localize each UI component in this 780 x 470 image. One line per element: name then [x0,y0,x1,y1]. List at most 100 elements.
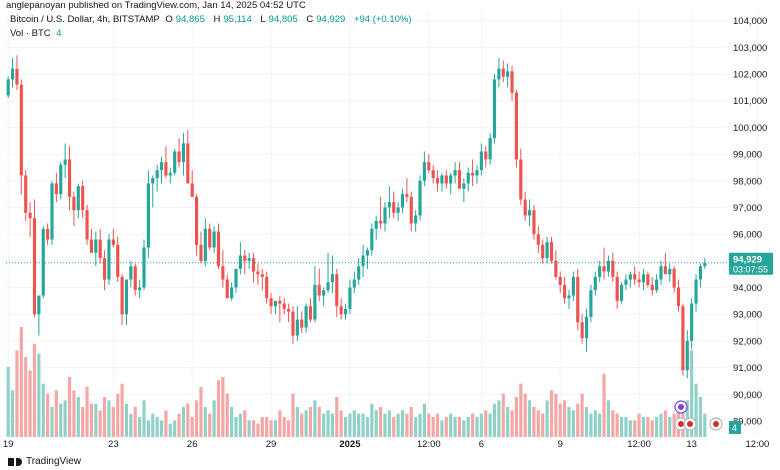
last-price-label: 94,929 [733,254,762,265]
candle-body [155,170,159,179]
volume-bar [203,407,207,437]
volume-bar [54,390,58,437]
candle-body [330,274,334,283]
candle-body [238,255,242,269]
candle-body [558,276,562,285]
symbol-label[interactable]: Bitcoin / U.S. Dollar, 4h, BITSTAMP [10,14,160,25]
candle-body [431,170,435,179]
footer-brand[interactable]: TradingView [26,456,82,467]
candle-body [37,295,41,315]
volume-bar [453,417,457,437]
candle-body [580,322,584,339]
volume-bar [440,420,444,437]
volume-bar [449,413,453,437]
time-tick-label: 12:00 [745,439,769,450]
volume-bar [343,417,348,437]
volume-bar [142,400,146,437]
candle-body [383,207,387,224]
candle-body [659,266,663,280]
volume-bar [414,417,418,437]
candle-body [85,210,89,240]
price-tick-label: 91,000 [733,363,762,374]
time-tick-label: 26 [187,439,198,450]
volume-bar [584,407,589,437]
volume-bar [339,410,343,437]
price-tick-label: 101,000 [733,96,767,107]
footer: TradingView [8,456,81,467]
volume-bar [221,377,225,437]
candle-body [484,151,488,160]
candle-body [133,266,137,291]
volume-bar [357,413,361,437]
volume-bar [63,400,67,437]
candle-body [593,276,597,291]
event-flag-icon [678,421,684,427]
candle-body [519,159,523,200]
volume-bar [269,420,273,437]
volume-bar [159,420,164,437]
price-tick-label: 98,000 [733,176,762,187]
candle-body [418,180,422,216]
candle-body [265,276,269,299]
candle-body [256,271,260,275]
candle-body [365,250,370,256]
candle-body [181,143,186,163]
candle-body [41,228,45,296]
candle-body [637,279,641,283]
candle-body [650,284,654,291]
candle-body [269,298,273,307]
candle-body [379,220,383,224]
volume-bar [462,420,466,437]
candle-body [541,244,545,259]
candle-body [619,284,624,301]
candle-body [567,295,571,299]
volume-bar [589,413,593,437]
volume-bar [348,413,352,437]
candle-body [492,79,497,139]
volume-bar [107,400,111,437]
candle-body [168,172,172,176]
candle-body [190,183,194,197]
time-tick-label: 9 [558,439,563,450]
volume-bar [260,417,264,437]
volume-bar [313,400,317,437]
volume-bar [365,417,370,437]
volume-bar [304,410,308,437]
price-tick-label: 92,000 [733,336,762,347]
candle-body [59,164,63,195]
volume-bar [523,393,527,437]
volume-bar [173,420,177,437]
candle-body [247,258,251,261]
candle-body [641,274,646,283]
candle-body [527,210,532,216]
candle-body [317,284,321,296]
volume-bar [164,410,168,437]
last-price-tag [729,252,773,275]
volume-bar [98,410,102,437]
volume-bar [168,423,172,437]
candle-body [457,170,462,189]
price-tick-label: 97,000 [733,203,762,214]
candle-body [230,287,234,299]
candle-body [6,79,10,96]
candle-body [506,71,510,77]
candle-body [313,284,317,320]
candle-body [352,279,356,288]
candle-body [28,212,32,219]
volume-bar [111,407,115,437]
candle-body [523,199,527,216]
volume-label[interactable]: Vol · BTC [10,28,51,39]
volume-bar [650,420,654,437]
volume-bar [129,413,133,437]
candle-body [563,284,567,299]
candle-body [409,196,413,224]
volume-bar [94,403,98,437]
volume-bar [238,413,242,437]
volume-bar [405,413,409,437]
volume-bar [273,420,278,437]
candle-body [234,268,238,288]
candle-body [624,279,628,285]
volume-bar [637,413,641,437]
volume-bar [510,410,514,437]
